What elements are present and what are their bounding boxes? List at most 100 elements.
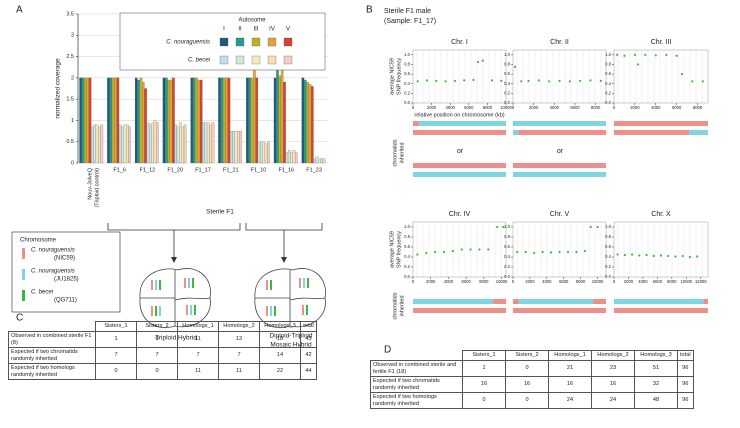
bracket <box>245 223 323 258</box>
x-tick-label: F1_21 <box>223 167 239 173</box>
y-tick-label: 0.6 <box>605 71 611 76</box>
x-tick-label: 4000 <box>651 105 661 110</box>
x-tick-label: F1_12 <box>140 167 156 173</box>
bar <box>230 130 233 164</box>
x-tick-label: 10000 <box>500 105 512 110</box>
bar <box>239 130 242 164</box>
table-cell: 7 <box>136 347 178 364</box>
bar <box>257 141 261 164</box>
table-cell: 0 <box>462 392 506 409</box>
bar <box>311 86 314 164</box>
bar <box>294 152 298 164</box>
table-cell: 21 <box>548 360 592 377</box>
plot-frame <box>613 49 709 104</box>
bar <box>260 141 263 164</box>
y-tick-label: 1.0 <box>605 224 611 229</box>
y-tick-label: 0.2 <box>404 90 410 95</box>
y-tick-label: 3 <box>71 33 74 39</box>
y-tick-label: 0.5 <box>66 139 74 145</box>
table-cell: Expected if two homologs randomly inheri… <box>370 392 463 409</box>
bar <box>153 120 157 164</box>
table-row: Expected if two chromatids randomly inhe… <box>370 376 694 393</box>
table-cell: Observed in combined sterile and fertile… <box>370 360 463 377</box>
table-row: Observed in combined sterile F1 (8) 1 0 11 1… <box>8 331 317 348</box>
bar <box>128 126 131 164</box>
x-tick-label: F1_10 <box>251 167 267 173</box>
bar <box>227 77 231 164</box>
bar <box>267 141 270 164</box>
table-cell: Homologs_3 <box>634 350 678 361</box>
x-tick-label: 12000 <box>695 279 707 284</box>
chromatid-segment <box>513 163 606 168</box>
chromatid-segment <box>614 121 708 126</box>
y-axis-label: average NIC59 <box>389 58 395 95</box>
x-tick-label: 6000 <box>570 105 580 110</box>
panel-b-title: (Sample: F1_17) <box>384 18 436 25</box>
bar <box>111 77 115 164</box>
bar <box>134 77 138 164</box>
chromatid-segment <box>513 130 519 135</box>
table-cell: Observed in combined sterile F1 (8) <box>8 331 96 348</box>
bar <box>292 150 296 164</box>
y-tick-label: 0.8 <box>504 62 510 67</box>
table-cell: 13 <box>218 331 260 348</box>
bar <box>190 77 194 164</box>
point <box>524 250 527 254</box>
bar <box>290 152 293 164</box>
bar <box>237 130 240 164</box>
bar <box>204 122 208 164</box>
legend-box <box>11 231 121 313</box>
plot-title: Chr. I <box>451 39 468 46</box>
point <box>623 54 626 57</box>
bar <box>273 77 277 164</box>
table-cell: 96 <box>677 376 694 393</box>
table-cell: 48 <box>634 392 678 409</box>
legend-group-label: C. nouraguensis <box>166 40 210 46</box>
point <box>541 250 544 254</box>
point <box>568 80 571 83</box>
bar <box>149 124 152 164</box>
legend-species: C. becei <box>31 290 54 296</box>
bracket <box>107 223 241 258</box>
x-tick-label: 8000 <box>576 279 586 284</box>
plot-title: Chr. X <box>651 211 671 218</box>
table-cell: 0 <box>136 363 178 380</box>
chromatid-segment <box>413 308 506 313</box>
plot-frame <box>613 221 709 278</box>
bar <box>93 124 97 164</box>
table-cell: 96 <box>677 392 694 409</box>
table-cell: 24 <box>548 392 592 409</box>
point <box>513 65 517 68</box>
bar <box>222 77 226 164</box>
table-cell: Sisters_1 <box>95 321 137 332</box>
legend-swatch <box>283 55 293 65</box>
y-tick-label: 0.8 <box>404 62 410 67</box>
x-tick-label: 0 <box>412 105 415 110</box>
bar <box>234 130 238 164</box>
chromatid-segment <box>413 121 419 126</box>
x-tick-label: F1_20 <box>167 167 183 173</box>
bar <box>206 122 210 164</box>
x-tick-label: 4000 <box>542 279 552 284</box>
legend-label: II <box>238 27 242 33</box>
y-tick-label: 0 <box>71 160 74 166</box>
point <box>527 79 530 82</box>
point <box>472 78 475 81</box>
table-cell: 11 <box>177 363 219 380</box>
bar <box>169 79 173 164</box>
legend-label: V <box>286 27 290 33</box>
legend-swatch <box>22 290 25 301</box>
bar <box>118 124 122 164</box>
legend-swatch <box>267 55 277 65</box>
bar <box>308 84 312 164</box>
panel-letter: C <box>16 313 23 324</box>
point <box>558 79 561 82</box>
x-tick-label: 2000 <box>525 279 535 284</box>
table-cell: Homologs_1 <box>548 350 592 361</box>
y-tick-label: 0.0 <box>404 274 410 279</box>
point <box>502 225 505 229</box>
bar <box>183 124 187 164</box>
y-tick-label: 2 <box>71 75 74 81</box>
y-tick-label: 0.6 <box>605 244 611 249</box>
y-axis-label: SNP frequency <box>396 231 402 268</box>
